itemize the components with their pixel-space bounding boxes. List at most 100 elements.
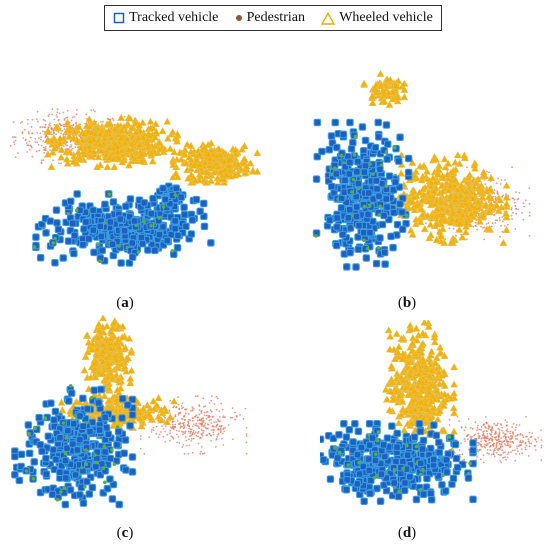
overlap-point — [55, 497, 60, 502]
pedestrian-point — [183, 426, 186, 429]
pedestrian-point — [19, 122, 22, 124]
pedestrian-point — [171, 427, 173, 430]
pedestrian-point — [514, 429, 517, 431]
wheeled-point — [137, 150, 146, 158]
tracked-point — [17, 450, 26, 459]
tracked-point — [375, 192, 383, 200]
pedestrian-point — [189, 419, 192, 422]
overlap-point — [112, 462, 117, 466]
pedestrian-point — [51, 108, 54, 111]
overlap-point — [32, 245, 37, 249]
wheeled-point — [447, 168, 455, 176]
tracked-point — [140, 199, 148, 207]
wheeled-point — [139, 404, 148, 412]
pedestrian-point — [469, 435, 472, 438]
pedestrian-point — [471, 427, 474, 430]
wheeled-point — [97, 146, 106, 154]
wheeled-point — [453, 151, 462, 159]
pedestrian-point — [490, 429, 493, 432]
pedestrian-point — [448, 227, 451, 230]
wheeled-point — [201, 158, 209, 166]
wheeled-point — [210, 168, 218, 176]
pedestrian-point — [493, 423, 496, 425]
pedestrian-point — [502, 194, 505, 197]
pedestrian-point — [191, 406, 194, 408]
wheeled-point — [408, 230, 417, 238]
wheeled-point — [213, 151, 221, 159]
tracked-point — [108, 240, 117, 248]
wheeled-point — [368, 92, 377, 100]
wheeled-point — [154, 394, 163, 402]
wheeled-point — [80, 366, 89, 374]
pedestrian-point — [494, 447, 496, 450]
pedestrian-point — [203, 411, 206, 414]
wheeled-point — [383, 75, 392, 83]
overlap-point — [24, 469, 29, 473]
pedestrian-point — [500, 443, 503, 446]
pedestrian-point — [172, 420, 175, 423]
pedestrian-point — [40, 136, 42, 139]
tracked-point — [79, 394, 87, 403]
tracked-point — [172, 184, 180, 193]
pedestrian-point — [207, 427, 209, 430]
pedestrian-point — [534, 438, 537, 441]
tracked-point — [398, 225, 407, 233]
wheeled-point — [137, 422, 146, 430]
pedestrian-point — [45, 149, 47, 152]
pedestrian-point — [43, 146, 45, 149]
pedestrian-point — [55, 114, 58, 116]
wheeled-point — [170, 148, 179, 156]
wheeled-point — [69, 157, 78, 165]
pedestrian-point — [482, 461, 485, 464]
pedestrian-point — [48, 123, 50, 126]
pedestrian-point — [100, 120, 102, 123]
wheeled-point — [426, 231, 435, 239]
pedestrian-point — [507, 441, 510, 443]
pedestrian-point — [493, 455, 496, 458]
pedestrian-point — [224, 416, 226, 419]
wheeled-point — [154, 412, 163, 420]
pedestrian-point — [491, 222, 494, 225]
overlap-point — [101, 466, 106, 470]
pedestrian-point — [515, 453, 517, 455]
pedestrian-point — [483, 434, 486, 437]
pedestrian-point — [192, 430, 195, 432]
pedestrian-point — [43, 126, 46, 129]
pedestrian-point — [26, 151, 28, 153]
tracked-point — [64, 427, 72, 435]
pedestrian-point — [181, 407, 183, 410]
tracked-point — [120, 227, 129, 235]
wheeled-point — [91, 373, 100, 381]
pedestrian-point — [467, 418, 470, 420]
pedestrian-point — [511, 426, 513, 428]
overlap-point — [84, 462, 89, 467]
tracked-point — [353, 203, 361, 211]
wheeled-point — [487, 194, 496, 202]
pedestrian-point — [185, 439, 188, 442]
wheeled-point — [111, 124, 119, 132]
pedestrian-point — [201, 418, 203, 420]
tracked-point — [385, 172, 394, 180]
pedestrian-point — [463, 438, 466, 440]
pedestrian-point — [50, 128, 53, 131]
pedestrian-point — [219, 427, 222, 429]
wheeled-point — [432, 212, 441, 220]
cluster-wheeled — [43, 113, 182, 171]
tracked-point — [354, 179, 363, 188]
tracked-point — [63, 444, 71, 452]
pedestrian-point — [502, 435, 505, 438]
overlap-point — [62, 486, 67, 490]
wheeled-point — [423, 211, 432, 219]
pedestrian-point — [520, 448, 523, 450]
pedestrian-point — [189, 430, 192, 433]
wheeled-point — [131, 128, 140, 136]
pedestrian-point — [448, 424, 451, 426]
tracked-point — [337, 204, 346, 212]
pedestrian-point — [40, 162, 43, 165]
pedestrian-point — [168, 411, 171, 413]
tracked-point — [373, 484, 381, 493]
wheeled-point — [432, 235, 441, 243]
pedestrian-point — [474, 224, 477, 227]
pedestrian-point — [49, 122, 51, 125]
overlap-point — [61, 421, 66, 425]
